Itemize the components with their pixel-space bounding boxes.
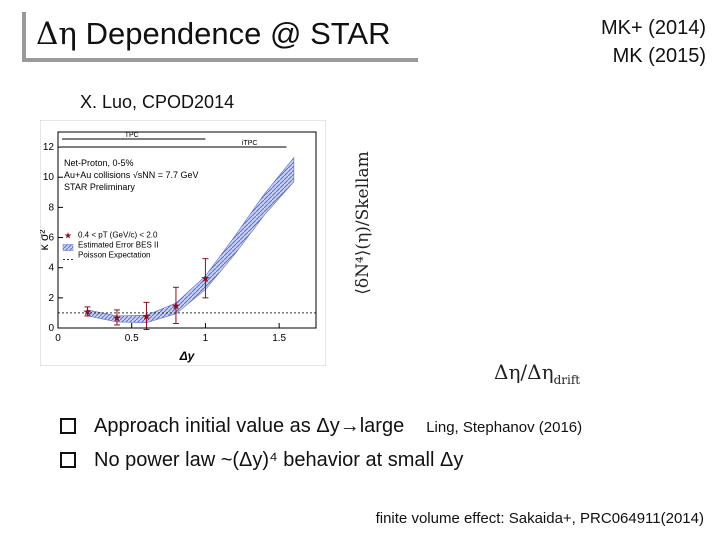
x-tick-label: 1 (203, 333, 209, 344)
legend-star-icon: ★ (64, 232, 72, 242)
reference-2: MK (2015) (612, 45, 706, 67)
title-text: Dependence @ STAR (76, 16, 391, 51)
title-accent-horizontal (22, 58, 418, 62)
legend-top-text: Au+Au collisions √sNN = 7.7 GeV (64, 170, 199, 180)
title-block: Δη Dependence @ STAR (22, 10, 418, 62)
checkbox-bullet-icon (60, 418, 76, 434)
y-tick-label: 2 (48, 293, 54, 304)
title-accent-vertical (22, 12, 26, 60)
chart-panel: ★ ★ ★ ★ ★ 0 0.5 1 1.5 0 2 4 6 8 10 12 Δy κ σ² TPC iTPC Net… (37, 119, 327, 367)
legend-bottom-text: 0.4 < pT (GeV/c) < 2.0 (78, 231, 158, 240)
itpc-label: iTPC (242, 140, 258, 147)
chart-frame (39, 119, 327, 367)
bottom-axis-label-sub: drift (553, 373, 581, 387)
side-axis-label: ⟨δN⁴⟩(η)/Skellam (353, 150, 373, 295)
estimated-error-band (87, 156, 295, 324)
plot-area-frame (57, 131, 317, 329)
y-tick-label: 12 (43, 142, 55, 153)
x-tick-label: 0.5 (125, 333, 139, 344)
x-axis-label: Δy (179, 349, 196, 363)
y-tick-label: 0 (48, 323, 54, 334)
bullet-text: No power law ~(Δy)⁴ behavior at small Δy (94, 449, 464, 471)
bullet-item: Approach initial value as Δy→large Ling, … (60, 410, 582, 444)
side-axis-label-box: ⟨δN⁴⟩(η)/Skellam (343, 120, 383, 325)
y-axis-label: κ σ² (40, 230, 51, 251)
legend-bottom-text: Poisson Expectation (78, 251, 151, 260)
y-tick-label: 8 (48, 202, 54, 213)
bottom-axis-label: Δη/Δηdrift (494, 360, 580, 387)
legend-top-text: STAR Preliminary (64, 182, 135, 192)
legend-bottom-text: Estimated Error BES II (78, 241, 158, 250)
x-tick-label: 1.5 (272, 333, 286, 344)
legend-band-swatch (62, 244, 74, 251)
title-symbol: Δη (36, 16, 77, 52)
y-tick-label: 4 (48, 263, 54, 274)
reference-list: MK+ (2014) MK (2015) (601, 14, 706, 70)
data-point: ★ (200, 272, 210, 285)
kappa-sigma-chart: ★ ★ ★ ★ ★ 0 0.5 1 1.5 0 2 4 6 8 10 12 Δy κ σ² TPC iTPC Net… (37, 119, 327, 367)
x-tick-label: 0 (55, 333, 61, 344)
bullet-reference: Ling, Stephanov (2016) (426, 419, 583, 436)
plot-caption: X. Luo, CPOD2014 (80, 92, 235, 112)
footer-reference: finite volume effect: Sakaida+, PRC06491… (375, 510, 704, 527)
bullet-text: Approach initial value as Δy→large (94, 415, 405, 437)
y-tick-label: 10 (43, 172, 55, 183)
bottom-axis-label-main: Δη/Δη (494, 360, 554, 384)
data-point: ★ (171, 299, 181, 312)
data-point: ★ (142, 310, 152, 323)
tpc-label: TPC (125, 132, 139, 139)
bullet-item: No power law ~(Δy)⁴ behavior at small Δy (60, 444, 582, 476)
reference-1: MK+ (2014) (600, 17, 706, 39)
checkbox-bullet-icon (60, 452, 76, 468)
slide-title: Δη Dependence @ STAR (36, 16, 390, 52)
bullet-list: Approach initial value as Δy→large Ling, … (60, 410, 582, 476)
y-tick-label: 6 (48, 233, 54, 244)
legend-top-text: Net-Proton, 0-5% (64, 158, 134, 168)
data-point: ★ (112, 311, 122, 324)
data-point: ★ (83, 305, 93, 318)
